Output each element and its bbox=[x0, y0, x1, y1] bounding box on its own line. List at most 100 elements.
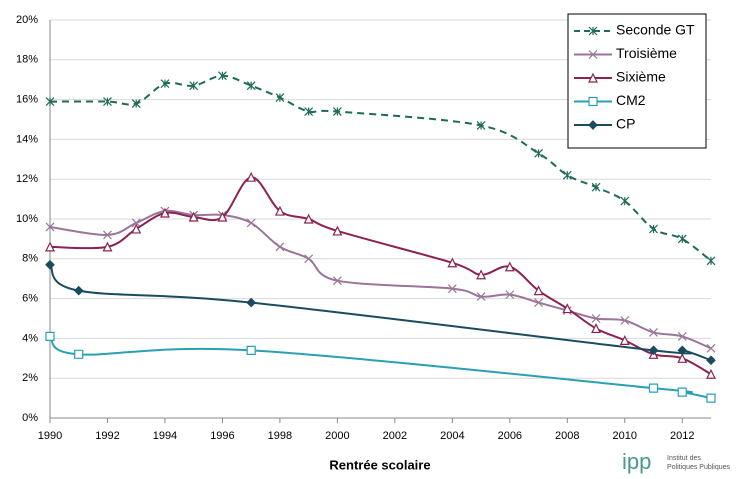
point bbox=[648, 383, 659, 393]
point bbox=[706, 343, 716, 353]
point bbox=[677, 352, 688, 363]
y-tick-label: 4% bbox=[22, 332, 38, 344]
legend-marker bbox=[588, 50, 598, 59]
point bbox=[275, 93, 285, 103]
legend-label: Sixième bbox=[616, 69, 666, 85]
x-tick-label: 2012 bbox=[670, 430, 694, 442]
point bbox=[677, 331, 687, 341]
x-tick-label: 2002 bbox=[383, 430, 407, 442]
legend-label: Seconde GT bbox=[616, 22, 695, 38]
point bbox=[74, 349, 84, 359]
y-tick-label: 18% bbox=[16, 54, 38, 66]
logo-mark: ipp bbox=[622, 449, 651, 474]
point bbox=[706, 393, 716, 403]
y-tick-label: 14% bbox=[16, 133, 38, 145]
point bbox=[246, 81, 256, 91]
point bbox=[45, 241, 55, 252]
point bbox=[332, 276, 342, 286]
point bbox=[706, 256, 716, 266]
legend-marker bbox=[588, 96, 598, 107]
point bbox=[131, 99, 141, 109]
point bbox=[562, 170, 572, 180]
legend-marker bbox=[588, 72, 598, 83]
point bbox=[275, 242, 285, 252]
x-tick-label: 1990 bbox=[38, 430, 62, 442]
point bbox=[677, 234, 687, 244]
point bbox=[217, 211, 228, 222]
x-tick-label: 2010 bbox=[613, 430, 637, 442]
point bbox=[45, 259, 55, 270]
x-tick-label: 2000 bbox=[325, 430, 349, 442]
logo-text: Institut des bbox=[667, 455, 701, 462]
x-tick-label: 1994 bbox=[153, 430, 177, 442]
point bbox=[677, 345, 688, 356]
x-axis-label: Rentrée scolaire bbox=[329, 457, 430, 472]
point bbox=[159, 207, 170, 218]
point bbox=[45, 222, 55, 232]
point bbox=[131, 223, 142, 234]
point bbox=[45, 97, 55, 107]
logo-text: Politiques Publiques bbox=[667, 464, 731, 471]
point bbox=[649, 224, 658, 234]
y-tick-label: 8% bbox=[22, 253, 38, 265]
point bbox=[534, 148, 543, 158]
point bbox=[476, 292, 486, 302]
point bbox=[619, 335, 630, 345]
legend-marker bbox=[588, 26, 598, 36]
point bbox=[188, 211, 199, 222]
point bbox=[533, 285, 544, 296]
point bbox=[504, 261, 515, 272]
point bbox=[45, 331, 55, 342]
point bbox=[591, 323, 602, 334]
point bbox=[131, 218, 141, 228]
point bbox=[447, 257, 458, 268]
point bbox=[706, 355, 716, 366]
point bbox=[304, 254, 314, 264]
point bbox=[304, 107, 314, 116]
point bbox=[677, 387, 687, 397]
point bbox=[246, 345, 256, 355]
legend-label: CM2 bbox=[616, 92, 646, 108]
y-tick-label: 16% bbox=[16, 94, 38, 106]
x-tick-label: 1998 bbox=[268, 430, 292, 442]
point bbox=[706, 368, 716, 379]
point bbox=[332, 225, 343, 236]
y-tick-label: 12% bbox=[16, 173, 38, 185]
point bbox=[476, 269, 487, 280]
point bbox=[476, 121, 486, 130]
point bbox=[591, 182, 601, 192]
point bbox=[189, 81, 199, 91]
legend-label: CP bbox=[616, 116, 635, 132]
x-tick-label: 2008 bbox=[555, 430, 579, 442]
point bbox=[103, 230, 112, 240]
point bbox=[246, 171, 257, 182]
point bbox=[447, 284, 457, 294]
y-tick-label: 10% bbox=[16, 213, 38, 225]
point bbox=[102, 241, 113, 252]
point bbox=[160, 79, 170, 89]
point bbox=[246, 297, 257, 308]
series-line bbox=[49, 264, 712, 362]
point bbox=[303, 213, 314, 224]
point bbox=[648, 345, 659, 356]
point bbox=[73, 285, 84, 296]
point bbox=[620, 196, 630, 206]
point bbox=[218, 71, 227, 81]
point bbox=[332, 107, 342, 116]
y-tick-label: 6% bbox=[22, 293, 38, 305]
point bbox=[591, 314, 601, 323]
y-tick-label: 0% bbox=[22, 412, 38, 424]
series-line bbox=[49, 209, 712, 350]
point bbox=[562, 303, 573, 314]
x-tick-label: 1992 bbox=[95, 430, 119, 442]
point bbox=[620, 316, 630, 325]
y-tick-label: 2% bbox=[22, 372, 38, 384]
point bbox=[649, 328, 658, 337]
point bbox=[246, 218, 256, 228]
point bbox=[274, 205, 285, 216]
point bbox=[103, 97, 112, 107]
y-tick-label: 20% bbox=[16, 14, 38, 26]
point bbox=[534, 298, 543, 308]
point bbox=[505, 290, 515, 300]
